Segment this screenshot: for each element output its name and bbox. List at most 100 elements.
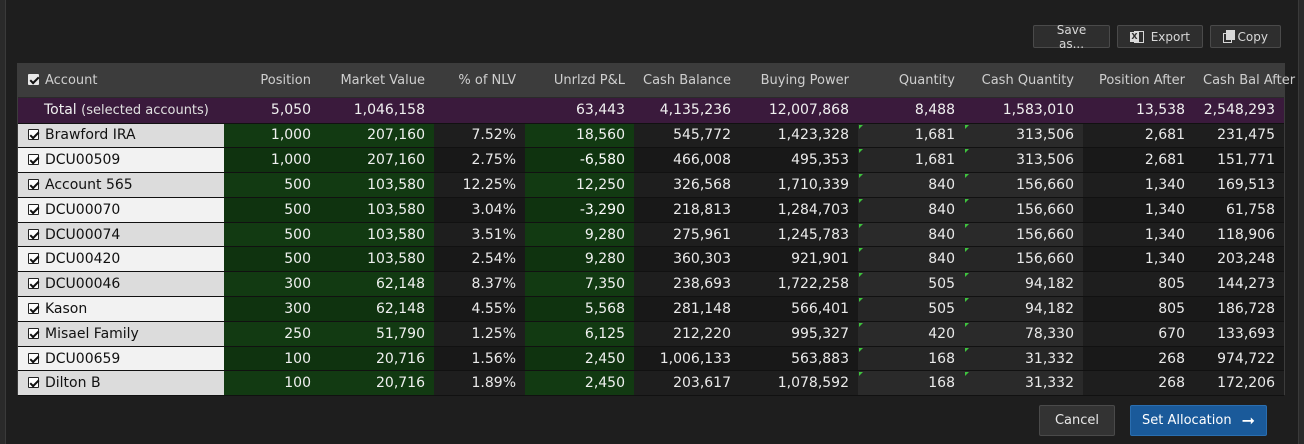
position-after-cell: 2,681 bbox=[1083, 147, 1194, 174]
save-as-label: Save as... bbox=[1056, 22, 1087, 51]
account-cell[interactable]: DCU00420 bbox=[18, 246, 224, 273]
cash-quantity-cell[interactable]: 156,660 bbox=[964, 172, 1083, 198]
table-row[interactable]: Brawford IRA 1,000 207,160 7.52% 18,560 545,7… bbox=[18, 123, 1284, 149]
export-button[interactable]: X Export bbox=[1117, 25, 1203, 48]
table-row[interactable]: Account 565 500 103,580 12.25% 12,250 326,568… bbox=[18, 172, 1284, 198]
header-cash-quantity[interactable]: Cash Quantity bbox=[964, 64, 1083, 98]
quantity-cell[interactable]: 505 bbox=[858, 296, 964, 322]
arrow-right-icon: ➞ bbox=[1241, 410, 1255, 430]
market-value-cell: 20,716 bbox=[320, 346, 434, 372]
account-cell[interactable]: DCU00509 bbox=[18, 147, 224, 174]
quantity-cell[interactable]: 840 bbox=[858, 222, 964, 248]
header-quantity[interactable]: Quantity bbox=[858, 64, 964, 98]
cancel-button[interactable]: Cancel bbox=[1039, 405, 1115, 436]
header-pnl[interactable]: Unrlzd P&L bbox=[525, 64, 634, 98]
header-cash-bal-after[interactable]: Cash Bal After bbox=[1194, 64, 1295, 98]
cash-quantity-cell[interactable]: 156,660 bbox=[964, 222, 1083, 248]
nlv-cell-value: 12.25% bbox=[462, 176, 516, 193]
header-position[interactable]: Position bbox=[224, 64, 320, 98]
row-checkbox[interactable] bbox=[28, 352, 39, 364]
nlv-cell-value: 2.54% bbox=[471, 251, 516, 268]
account-cell[interactable]: DCU00659 bbox=[18, 346, 224, 372]
account-cell[interactable]: DCU00070 bbox=[18, 197, 224, 223]
quantity-cell[interactable]: 840 bbox=[858, 246, 964, 273]
cash-quantity-cell[interactable]: 94,182 bbox=[964, 271, 1083, 298]
header-nlv[interactable]: % of NLV bbox=[434, 64, 525, 98]
header-market-value[interactable]: Market Value bbox=[320, 64, 434, 98]
cash-bal-after-cell: 172,206 bbox=[1194, 370, 1284, 397]
cash-balance-cell: 203,617 bbox=[634, 370, 740, 397]
nlv-cell: 7.52% bbox=[434, 123, 525, 149]
table-row[interactable]: DCU00509 1,000 207,160 2.75% -6,580 466,008 49… bbox=[18, 147, 1284, 174]
header-buying-power[interactable]: Buying Power bbox=[740, 64, 858, 98]
buying-power-cell-value: 495,353 bbox=[791, 152, 849, 169]
cash-quantity-cell[interactable]: 313,506 bbox=[964, 123, 1083, 149]
cash-quantity-cell[interactable]: 156,660 bbox=[964, 197, 1083, 223]
set-allocation-button[interactable]: Set Allocation ➞ bbox=[1130, 405, 1267, 436]
nlv-cell: 3.04% bbox=[434, 197, 525, 223]
position-after-cell-value: 1,340 bbox=[1144, 176, 1185, 193]
table-row[interactable]: DCU00659 100 20,716 1.56% 2,450 1,006,133 563,… bbox=[18, 346, 1284, 372]
table-row[interactable]: DCU00070 500 103,580 3.04% -3,290 218,813 1,28… bbox=[18, 197, 1284, 223]
cash-balance-cell: 545,772 bbox=[634, 123, 740, 149]
quantity-cell[interactable]: 420 bbox=[858, 321, 964, 347]
quantity-cell[interactable]: 505 bbox=[858, 271, 964, 298]
quantity-cell[interactable]: 168 bbox=[858, 346, 964, 372]
account-cell[interactable]: Kason bbox=[18, 296, 224, 322]
quantity-cell-value: 505 bbox=[928, 300, 955, 317]
row-checkbox[interactable] bbox=[28, 154, 39, 166]
row-checkbox[interactable] bbox=[28, 327, 39, 339]
cash-quantity-cell[interactable]: 31,332 bbox=[964, 346, 1083, 372]
table-row[interactable]: Kason 300 62,148 4.55% 5,568 281,148 566,401 50… bbox=[18, 296, 1284, 322]
position-after-cell: 670 bbox=[1083, 321, 1194, 347]
row-checkbox[interactable] bbox=[28, 129, 39, 141]
header-position-after[interactable]: Position After bbox=[1083, 64, 1194, 98]
total-note: (selected accounts) bbox=[81, 103, 209, 118]
cash-quantity-cell[interactable]: 78,330 bbox=[964, 321, 1083, 347]
row-checkbox[interactable] bbox=[28, 253, 39, 265]
market-value-cell-value: 20,716 bbox=[376, 375, 425, 392]
quantity-cell[interactable]: 1,681 bbox=[858, 123, 964, 149]
editable-marker-icon bbox=[965, 174, 969, 179]
cash-quantity-cell-value: 78,330 bbox=[1025, 325, 1074, 342]
header-cash-balance[interactable]: Cash Balance bbox=[634, 64, 740, 98]
row-checkbox[interactable] bbox=[28, 302, 39, 314]
cash-quantity-cell[interactable]: 313,506 bbox=[964, 147, 1083, 174]
account-cell[interactable]: DCU00074 bbox=[18, 222, 224, 248]
position-cell-value: 500 bbox=[284, 176, 311, 193]
table-row[interactable]: Misael Family 250 51,790 1.25% 6,125 212,220 9… bbox=[18, 321, 1284, 347]
cash-quantity-cell[interactable]: 94,182 bbox=[964, 296, 1083, 322]
account-cell[interactable]: DCU00046 bbox=[18, 271, 224, 298]
cash-quantity-cell[interactable]: 31,332 bbox=[964, 370, 1083, 397]
table-row[interactable]: DCU00420 500 103,580 2.54% 9,280 360,303 921,9… bbox=[18, 246, 1284, 273]
position-cell: 100 bbox=[224, 346, 320, 372]
account-cell[interactable]: Account 565 bbox=[18, 172, 224, 198]
quantity-cell[interactable]: 1,681 bbox=[858, 147, 964, 174]
save-as-button[interactable]: Save as... bbox=[1033, 22, 1110, 51]
cash-balance-cell-value: 218,813 bbox=[673, 201, 731, 218]
row-checkbox[interactable] bbox=[28, 278, 39, 290]
cash-balance-cell: 326,568 bbox=[634, 172, 740, 198]
header-account[interactable]: Account bbox=[18, 64, 224, 98]
editable-marker-icon bbox=[965, 198, 969, 203]
table-row[interactable]: DCU00046 300 62,148 8.37% 7,350 238,693 1,722,… bbox=[18, 271, 1284, 298]
market-value-cell-value: 51,790 bbox=[376, 325, 425, 342]
total-cash-balance: 4,135,236 bbox=[634, 97, 740, 124]
table-row[interactable]: DCU00074 500 103,580 3.51% 9,280 275,961 1,245… bbox=[18, 222, 1284, 248]
quantity-cell[interactable]: 168 bbox=[858, 370, 964, 397]
row-checkbox[interactable] bbox=[28, 228, 39, 240]
account-cell[interactable]: Dilton B bbox=[18, 370, 224, 397]
quantity-cell[interactable]: 840 bbox=[858, 197, 964, 223]
row-checkbox[interactable] bbox=[28, 377, 39, 389]
table-row[interactable]: Dilton B 100 20,716 1.89% 2,450 203,617 1,078,… bbox=[18, 370, 1284, 397]
cash-bal-after-cell: 974,722 bbox=[1194, 346, 1284, 372]
select-all-checkbox[interactable] bbox=[28, 73, 39, 85]
row-checkbox[interactable] bbox=[28, 178, 39, 190]
account-name: DCU00659 bbox=[45, 350, 121, 367]
account-cell[interactable]: Misael Family bbox=[18, 321, 224, 347]
cash-quantity-cell[interactable]: 156,660 bbox=[964, 246, 1083, 273]
copy-button[interactable]: Copy bbox=[1210, 25, 1281, 48]
row-checkbox[interactable] bbox=[28, 203, 39, 215]
account-cell[interactable]: Brawford IRA bbox=[18, 123, 224, 149]
quantity-cell[interactable]: 840 bbox=[858, 172, 964, 198]
